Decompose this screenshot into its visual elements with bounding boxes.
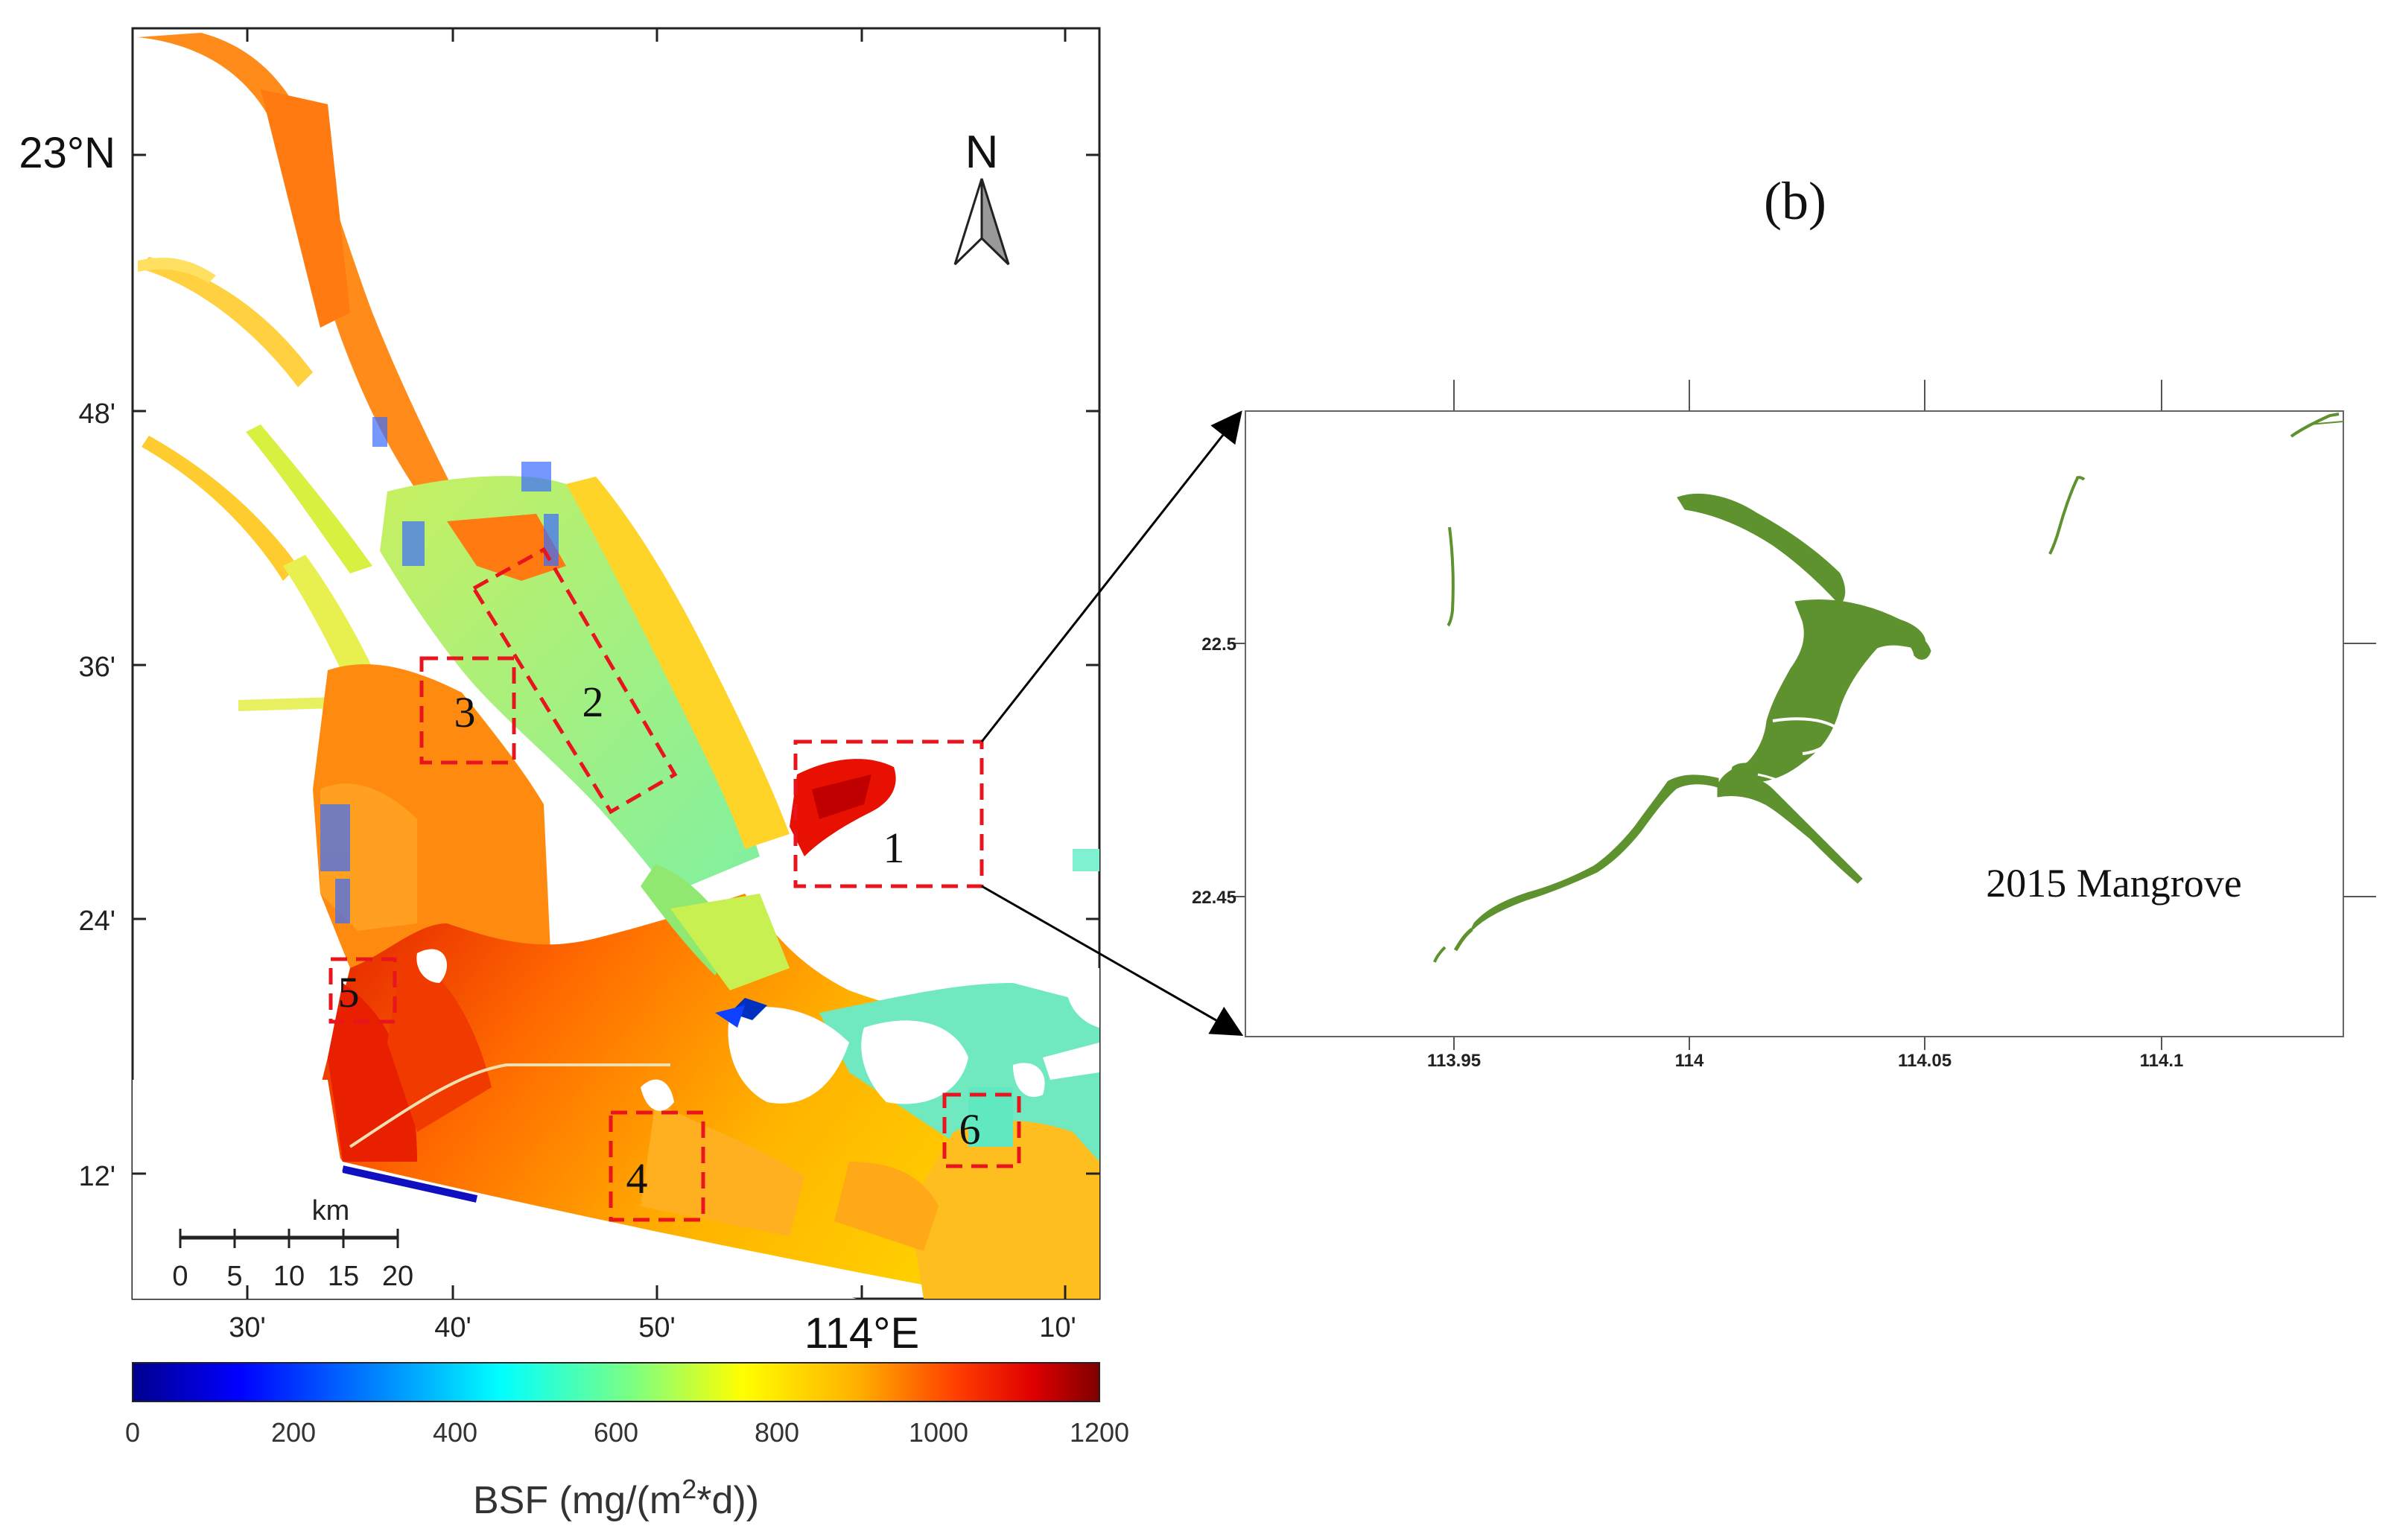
lat-tick-marks xyxy=(133,153,1099,1175)
lon-label-50: 50' xyxy=(638,1312,676,1343)
region-label-2: 2 xyxy=(582,678,604,726)
scale-tick-20: 20 xyxy=(382,1261,413,1292)
lat-label-12: 12' xyxy=(78,1161,115,1192)
lon-tick-marks xyxy=(246,28,1067,1299)
region-label-4: 4 xyxy=(626,1154,648,1203)
region-label-1: 1 xyxy=(883,824,905,872)
region-label-5: 5 xyxy=(338,968,360,1016)
scale-tick-10: 10 xyxy=(273,1261,305,1292)
region-box-6 xyxy=(942,1092,1021,1168)
mangrove-extent xyxy=(1433,413,2343,963)
colorbar-tick-1200: 1200 xyxy=(1070,1417,1129,1448)
x-tick-114-1: 114.1 xyxy=(2140,1051,2184,1071)
north-arrow: N xyxy=(953,127,1010,266)
colorbar-tick-400: 400 xyxy=(433,1417,477,1448)
lon-label-114e: 114°E xyxy=(804,1309,919,1358)
mangrove-caption: 2015 Mangrove xyxy=(1986,861,2241,906)
x-tick-114: 114 xyxy=(1675,1051,1704,1071)
y-tick-22-45: 22.45 xyxy=(1192,888,1236,908)
region-box-4 xyxy=(609,1110,705,1222)
colorbar-label: BSF (mg/(m2*d)) xyxy=(473,1474,759,1522)
lat-label-48: 48' xyxy=(78,398,115,430)
region-box-2 xyxy=(471,547,678,815)
colorbar-tick-200: 200 xyxy=(271,1417,316,1448)
lon-label-30: 30' xyxy=(229,1312,266,1343)
region-box-3 xyxy=(419,656,516,765)
lat-label-23n: 23°N xyxy=(19,129,115,177)
region-boxes xyxy=(328,547,1021,1222)
x-tick-114-05: 114.05 xyxy=(1898,1051,1952,1071)
colorbar-tick-1000: 1000 xyxy=(909,1417,968,1448)
bsf-map-panel: 23°N 48' 36' 24' 12' 30' 40' 50' 114°E 1… xyxy=(19,27,1129,1522)
scale-bar-unit: km xyxy=(312,1195,350,1226)
scale-tick-15: 15 xyxy=(328,1261,359,1292)
region-box-5 xyxy=(328,957,397,1024)
lat-label-24: 24' xyxy=(78,906,115,937)
lon-label-10: 10' xyxy=(1039,1312,1076,1343)
colorbar-tick-800: 800 xyxy=(755,1417,799,1448)
zoom-connector-arrows xyxy=(980,410,1244,1036)
north-label: N xyxy=(965,127,999,178)
mangrove-map-panel: (b) 113.95 114 114.05 114.1 22.5 22.45 xyxy=(1192,171,2376,1071)
colorbar-tick-600: 600 xyxy=(594,1417,638,1448)
panel-label-b: (b) xyxy=(1764,171,1826,231)
colorbar-ramp xyxy=(132,1362,1100,1402)
region-label-3: 3 xyxy=(454,688,476,736)
scale-tick-5: 5 xyxy=(226,1261,242,1292)
y-tick-22-5: 22.5 xyxy=(1201,634,1236,655)
region-label-6: 6 xyxy=(959,1105,981,1154)
region-box-1 xyxy=(793,739,984,888)
x-tick-113-95: 113.95 xyxy=(1427,1051,1481,1071)
colorbar: 0 200 400 600 800 1000 1200 BSF (mg/(m2*… xyxy=(125,1362,1129,1522)
lon-label-40: 40' xyxy=(434,1312,471,1343)
lat-label-36: 36' xyxy=(78,652,115,683)
scale-tick-0: 0 xyxy=(172,1261,188,1292)
scale-bar: km 0 5 10 15 20 xyxy=(172,1195,413,1292)
bsf-raster xyxy=(133,33,1099,1299)
colorbar-tick-0: 0 xyxy=(125,1417,140,1448)
